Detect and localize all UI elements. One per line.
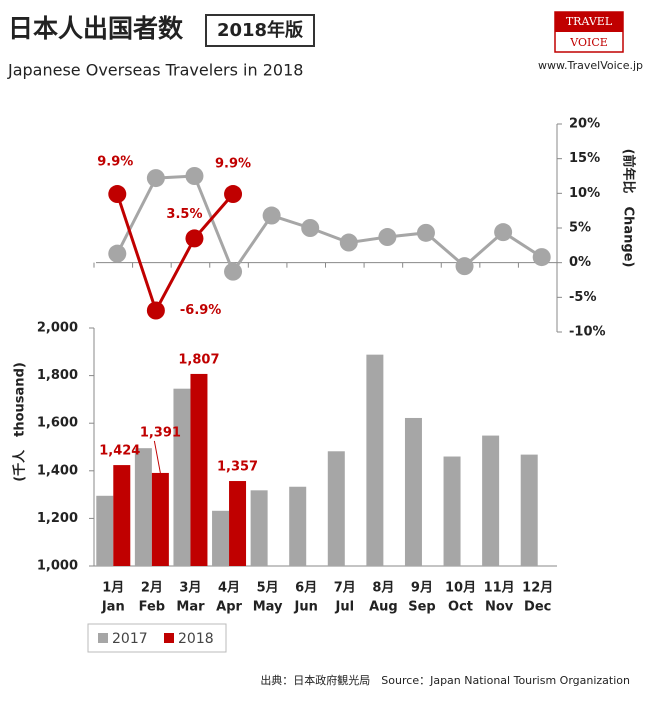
x-tick-label-en: Jul [335, 600, 355, 615]
legend-swatch [98, 633, 108, 643]
point [185, 229, 204, 248]
point [378, 228, 397, 247]
logo-bottom: VOICE [569, 36, 608, 49]
x-tick-label-en: May [253, 600, 283, 615]
point [455, 257, 474, 276]
legend-box [87, 623, 227, 653]
bar [134, 448, 152, 566]
y-tick-label: 15% [569, 151, 600, 166]
bar [250, 490, 268, 566]
value-label: -6.9% [180, 303, 221, 318]
line [115, 174, 543, 275]
x-tick-label: 11月 [484, 581, 515, 596]
subtitle: Japanese Overseas Travelers in 2018 [7, 61, 303, 80]
point [532, 248, 551, 267]
legend-label: 2017 [112, 631, 148, 647]
value-label: 1,424 [99, 444, 140, 459]
x-tick-label: 8月 [372, 581, 394, 596]
x-tick-label: 5月 [257, 581, 279, 596]
y-tick-label: 10% [569, 186, 600, 201]
y-tick-label: 0% [569, 255, 591, 270]
line [115, 193, 235, 315]
y-tick-label: 1,400 [37, 463, 78, 478]
legend-swatch [164, 633, 174, 643]
x-tick-label-en: Oct [448, 600, 473, 615]
value-label: 9.9% [215, 157, 251, 172]
bar [96, 495, 114, 566]
value-label: 9.9% [97, 155, 133, 170]
bar [212, 510, 230, 566]
value-label: 1,391 [140, 425, 181, 440]
y-tick-label: -5% [569, 290, 596, 305]
x-tick-label-en: Feb [139, 600, 165, 615]
bar [113, 465, 131, 566]
point [339, 233, 358, 252]
x-tick-label: 2月 [141, 581, 163, 596]
bar [482, 435, 500, 566]
y-tick-label: -10% [569, 325, 606, 340]
point [494, 223, 513, 242]
bar [190, 373, 208, 566]
x-tick-label: 9月 [411, 581, 433, 596]
bar [173, 388, 191, 566]
point [224, 185, 243, 204]
bar [366, 354, 384, 566]
source: 出典：日本政府観光局 Source：Japan National Tourism… [260, 673, 630, 687]
bar [404, 417, 422, 566]
value-label: 1,807 [178, 352, 219, 367]
y-tick-label: 2,000 [37, 321, 78, 336]
x-tick-label: 4月 [218, 581, 240, 596]
bar [520, 454, 538, 566]
x-tick-label-en: Nov [485, 600, 514, 615]
title: 日本人出国者数 [8, 14, 184, 43]
edition-box [205, 14, 315, 47]
website: www.TravelVoice.jp [538, 59, 643, 72]
x-tick-label-en: Sep [408, 600, 436, 615]
y-axis-label: (千人 thousand) [12, 362, 28, 482]
point [301, 219, 320, 237]
logo-top: TRAVEL [566, 15, 613, 28]
bar [151, 472, 169, 566]
y-axis-label: (前年比 Change) [621, 149, 637, 268]
x-tick-label: 7月 [334, 581, 356, 596]
x-tick-label-en: Mar [176, 600, 205, 615]
x-tick-label-en: Apr [216, 600, 242, 615]
bar [289, 486, 307, 566]
y-tick-label: 1,800 [37, 368, 78, 383]
point [146, 301, 165, 320]
bar [327, 451, 345, 566]
point [108, 244, 127, 263]
x-tick-label-en: Aug [369, 600, 398, 615]
point [416, 223, 435, 242]
x-tick-label: 3月 [179, 581, 201, 596]
bar [229, 481, 247, 566]
y-tick-label: 5% [569, 221, 591, 236]
y-tick-label: 1,600 [37, 416, 78, 431]
legend-label: 2018 [178, 631, 214, 647]
x-tick-label: 6月 [295, 581, 317, 596]
point [108, 185, 127, 204]
value-label: 3.5% [166, 207, 202, 222]
point [146, 169, 165, 188]
x-tick-label: 10月 [445, 581, 476, 596]
point [224, 262, 243, 281]
point [262, 206, 281, 225]
y-tick-label: 1,000 [37, 559, 78, 574]
logo-band [555, 12, 623, 32]
x-tick-label: 12月 [522, 581, 553, 596]
x-tick-label: 1月 [102, 581, 124, 596]
point [185, 167, 204, 185]
x-tick-label-en: Jun [294, 600, 318, 615]
edition: 2018年版 [217, 19, 303, 41]
y-tick-label: 1,200 [37, 511, 78, 526]
bar [443, 456, 461, 566]
y-tick-label: 20% [569, 117, 600, 132]
leader-line [153, 440, 161, 474]
x-tick-label-en: Dec [524, 600, 551, 615]
x-tick-label-en: Jan [101, 600, 125, 615]
value-label: 1,357 [217, 460, 258, 475]
